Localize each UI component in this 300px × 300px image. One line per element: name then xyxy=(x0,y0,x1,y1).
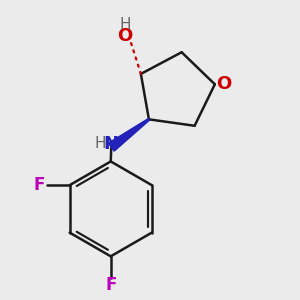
Text: H: H xyxy=(94,136,106,152)
Polygon shape xyxy=(108,118,149,151)
Text: N: N xyxy=(104,135,119,153)
Text: F: F xyxy=(34,176,45,194)
Text: O: O xyxy=(118,27,133,45)
Text: F: F xyxy=(105,276,116,294)
Text: H: H xyxy=(119,17,131,32)
Text: O: O xyxy=(216,75,232,93)
